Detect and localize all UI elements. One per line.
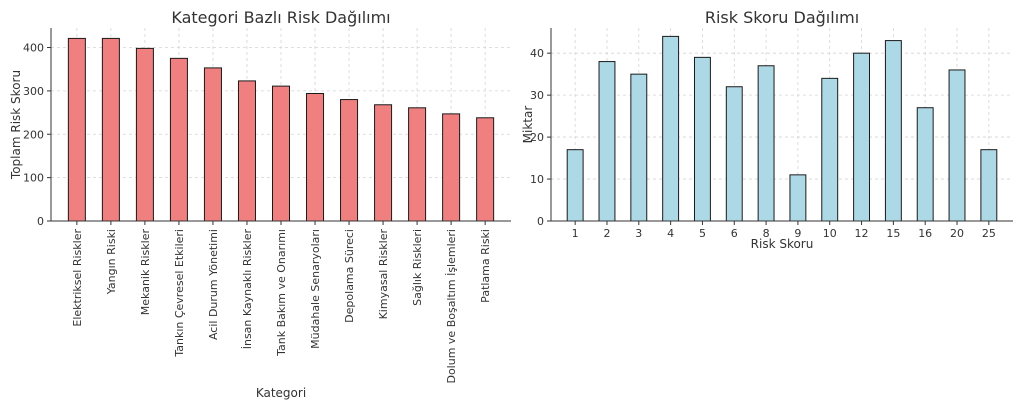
y-tick-label: 0 (537, 215, 544, 228)
bar (566, 149, 584, 222)
bar (203, 67, 222, 222)
chart-title: Risk Skoru Dağılımı (705, 8, 859, 27)
bar (169, 57, 188, 222)
x-axis-label: Risk Skoru (751, 237, 814, 251)
x-tick-label: Tank Bakım ve Onarımı (275, 229, 288, 357)
y-tick-label: 300 (23, 85, 44, 98)
bar (662, 35, 680, 222)
y-tick-label: 20 (530, 131, 544, 144)
x-tick-label: Elektriksel Riskler (71, 229, 84, 327)
x-tick-label: 6 (731, 227, 738, 240)
x-tick-label: Müdahale Senaryoları (309, 229, 322, 349)
x-tick-label: Sağlık Riskleri (411, 229, 424, 306)
y-tick-label: 30 (530, 89, 544, 102)
bar (67, 37, 86, 222)
x-tick-label: Patlama Riski (479, 229, 492, 303)
y-tick-label: 400 (23, 42, 44, 55)
bar (340, 99, 359, 222)
category-risk-chart: 0 100 200 300 400 Elektriksel Riskler Yangın R… (9, 8, 511, 400)
x-tick-label: 9 (794, 227, 801, 240)
bar (980, 149, 998, 222)
x-tick-label: 12 (855, 227, 869, 240)
x-tick-label: 1 (572, 227, 579, 240)
bar (757, 65, 775, 222)
bar (916, 107, 934, 222)
bar (271, 85, 291, 222)
bar (598, 61, 616, 222)
x-tick-label: 3 (635, 227, 642, 240)
x-tick-label: 10 (823, 227, 837, 240)
x-tick-label: Yangın Riski (105, 229, 118, 295)
bar (948, 69, 966, 222)
bar (853, 52, 871, 222)
y-axis-label: Miktar (521, 106, 535, 144)
bar (821, 77, 839, 222)
y-tick-label: 10 (530, 173, 544, 186)
y-tick-label: 200 (23, 128, 44, 141)
bar (476, 117, 495, 222)
x-tick-label: 16 (918, 227, 932, 240)
bar (374, 104, 393, 222)
bar (884, 40, 902, 222)
x-tick-label: 4 (667, 227, 674, 240)
chart-title: Kategori Bazlı Risk Dağılımı (171, 8, 390, 27)
x-tick-label: 25 (982, 227, 996, 240)
x-tick-label: İnsan Kaynaklı Riskler (241, 229, 254, 350)
bar (101, 37, 120, 222)
x-tick-label: Mekanik Riskler (139, 229, 152, 316)
bar (442, 113, 461, 222)
y-axis-label: Toplam Risk Skoru (9, 70, 23, 180)
y-tick-label: 0 (37, 215, 44, 228)
bar (789, 174, 807, 222)
x-tick-label: Kimyasal Riskler (377, 229, 390, 320)
x-tick-label: 20 (950, 227, 964, 240)
bar (630, 73, 648, 222)
x-tick-label: Dolum ve Boşaltım İşlemleri (445, 229, 458, 384)
bar (408, 107, 427, 222)
y-tick-label: 100 (23, 172, 44, 185)
x-tick-label: 2 (603, 227, 610, 240)
x-tick-label: 15 (886, 227, 900, 240)
bar (306, 92, 325, 222)
bar (693, 56, 711, 222)
x-tick-label: Tankın Çevresel Etkileri (173, 229, 186, 358)
x-axis-label: Kategori (256, 386, 306, 400)
x-tick-label: Acil Durum Yönetimi (207, 229, 220, 340)
y-tick-label: 40 (530, 47, 544, 60)
x-tick-label: 8 (763, 227, 770, 240)
bar (725, 86, 743, 222)
x-tick-label: Depolama Süreci (343, 229, 356, 323)
bar (237, 80, 256, 222)
x-tick-label: 5 (699, 227, 706, 240)
bar (135, 47, 154, 222)
